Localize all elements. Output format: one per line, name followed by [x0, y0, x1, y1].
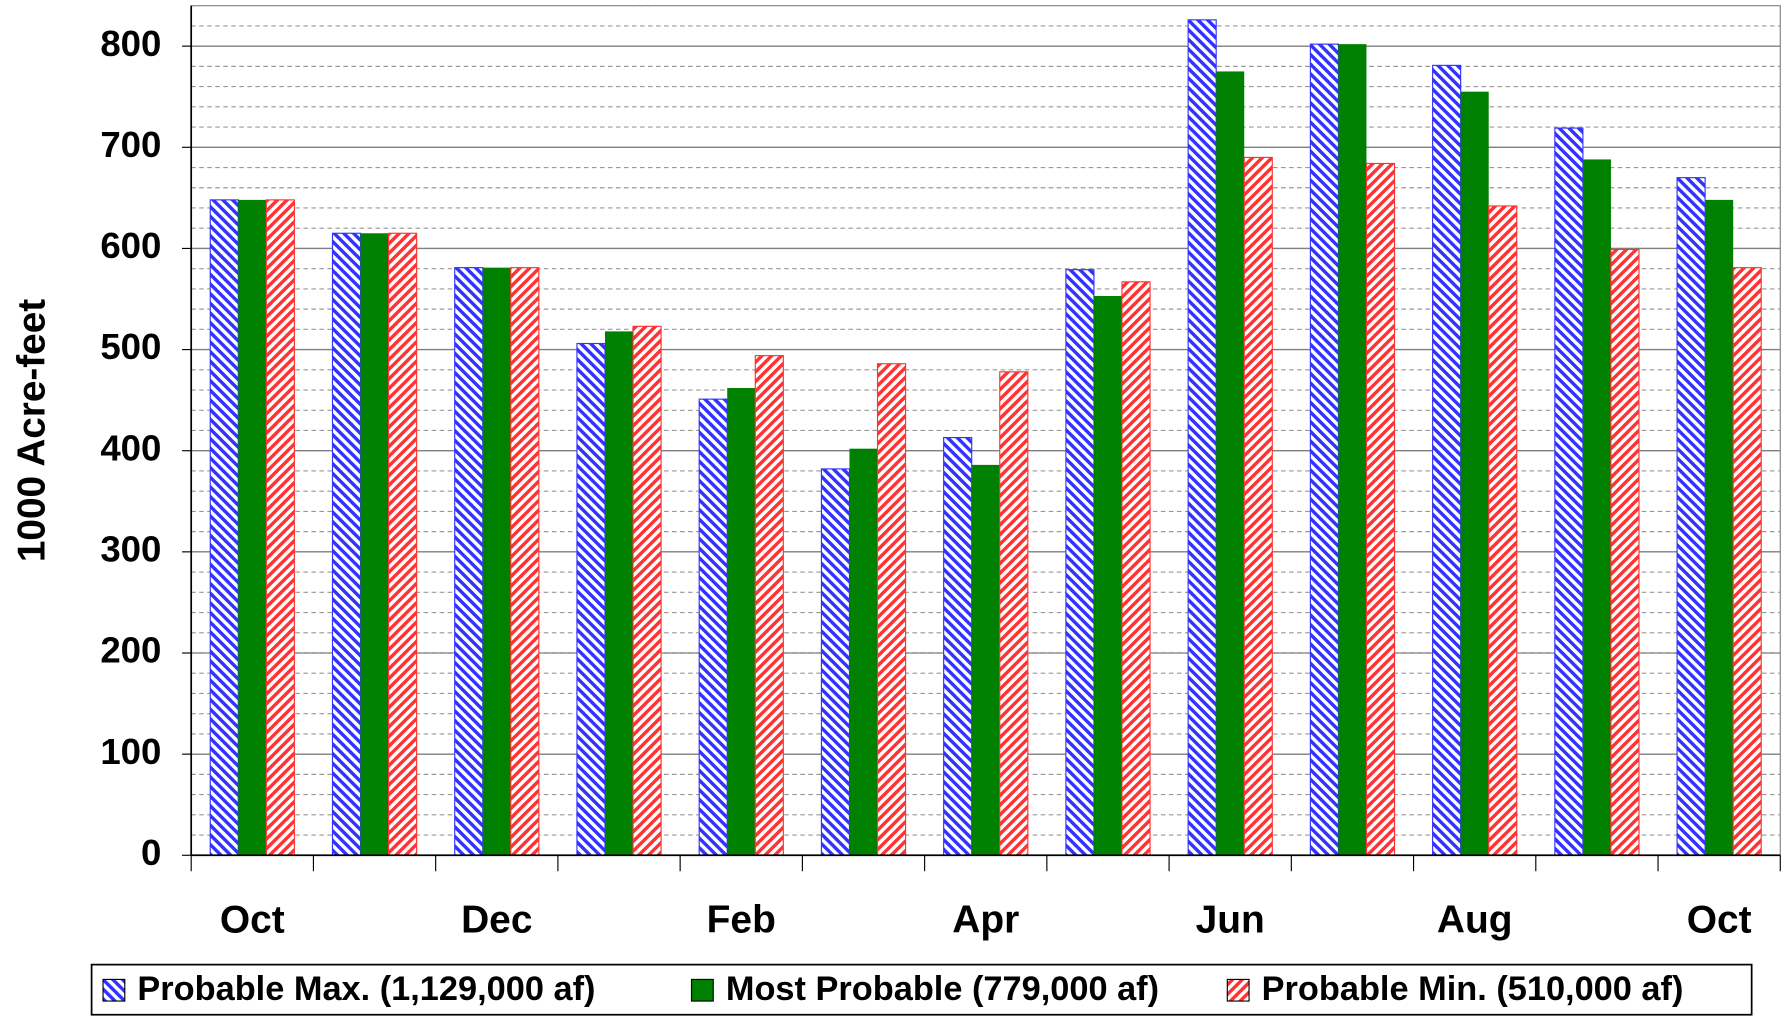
legend-label: Probable Max. (1,129,000 af) [137, 970, 595, 1008]
y-tick-label: 600 [100, 225, 161, 266]
y-tick-label: 200 [100, 630, 161, 671]
bar [360, 233, 389, 856]
bar [943, 436, 973, 856]
x-tick-label: Feb [707, 899, 776, 942]
bar [1309, 43, 1339, 856]
bar [454, 267, 484, 856]
bar [1610, 248, 1640, 856]
bar [1676, 177, 1706, 856]
y-tick-label: 100 [100, 731, 161, 772]
bar [1121, 281, 1151, 856]
bar [1243, 156, 1273, 856]
bar [727, 388, 756, 856]
bar [820, 468, 851, 856]
bar [1216, 71, 1245, 856]
bar [1732, 267, 1762, 856]
legend-label: Most Probable (779,000 af) [726, 970, 1159, 1008]
legend-box [90, 963, 1753, 1016]
y-tick-label: 0 [141, 832, 161, 873]
bar [698, 398, 728, 856]
legend-swatch [102, 978, 126, 1002]
y-tick-label: 400 [100, 427, 161, 468]
bar [331, 232, 362, 856]
bar [754, 355, 784, 856]
bar [1705, 199, 1734, 856]
bar [849, 448, 878, 856]
bar [1582, 159, 1611, 856]
bar [971, 464, 1000, 856]
bar [238, 199, 267, 856]
bar [632, 325, 662, 856]
bar [1554, 127, 1584, 856]
bar [1338, 44, 1367, 856]
bar [1365, 162, 1396, 856]
y-tick-label: 800 [100, 23, 161, 64]
y-tick-label: 700 [100, 124, 161, 165]
legend-swatch [690, 978, 714, 1002]
bar [1093, 295, 1122, 856]
legend-swatch [1226, 978, 1250, 1002]
x-tick-label: Oct [220, 899, 285, 942]
legend-label: Probable Min. (510,000 af) [1262, 970, 1684, 1008]
y-tick-label: 500 [100, 326, 161, 367]
bar [482, 267, 511, 856]
bar [1488, 205, 1518, 856]
x-tick-label: Oct [1687, 899, 1752, 942]
bar [209, 199, 239, 856]
bar [510, 267, 540, 856]
bar [999, 371, 1029, 856]
bar [604, 331, 634, 856]
bar [265, 199, 295, 856]
bar [1460, 91, 1489, 856]
bar [876, 363, 907, 856]
x-tick-label: Dec [461, 899, 532, 942]
bar [1065, 269, 1095, 856]
bar [1432, 64, 1462, 856]
x-tick-label: Aug [1437, 899, 1513, 942]
y-tick-label: 300 [100, 529, 161, 570]
y-axis-label: 1000 Acre-feet [11, 299, 54, 562]
bar [1187, 19, 1217, 856]
bar [576, 342, 606, 856]
bar [388, 232, 418, 856]
x-tick-label: Apr [952, 899, 1019, 942]
x-tick-label: Jun [1196, 899, 1265, 942]
